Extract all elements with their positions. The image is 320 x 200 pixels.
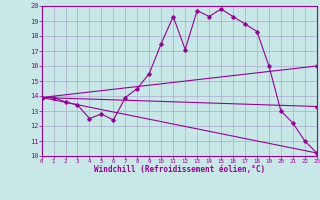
X-axis label: Windchill (Refroidissement éolien,°C): Windchill (Refroidissement éolien,°C) [94,165,265,174]
